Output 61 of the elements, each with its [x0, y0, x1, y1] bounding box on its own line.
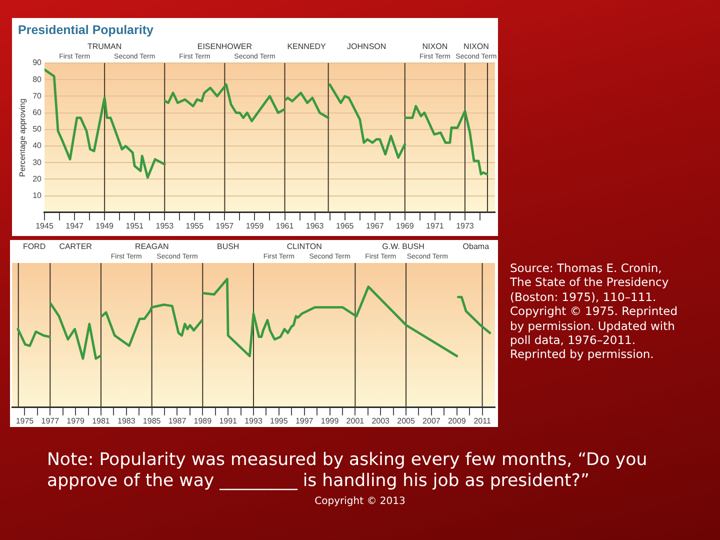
x-tick-label: 1995 — [270, 416, 288, 426]
text: Obama — [462, 242, 490, 252]
x-tick-label: 1967 — [366, 221, 384, 230]
x-tick-label: 2009 — [448, 416, 466, 426]
x-tick-label: 1957 — [216, 221, 234, 230]
chart-title: Presidential Popularity — [18, 22, 154, 37]
x-tick-label: 1987 — [168, 416, 187, 426]
text: KENNEDY — [287, 42, 327, 52]
x-tick-label: 2011 — [474, 416, 492, 426]
x-tick-label: 1973 — [456, 221, 474, 230]
y-tick-label: 40 — [32, 141, 42, 150]
x-tick-label: 1963 — [306, 221, 324, 230]
x-tick-label: 1983 — [117, 416, 136, 426]
text: EISENHOWER — [197, 42, 252, 52]
text: FORD — [22, 242, 46, 252]
y-axis-title: Percentage approving — [18, 98, 28, 177]
x-tick-label: 1989 — [194, 416, 212, 426]
text: JOHNSON — [347, 42, 386, 52]
text: NIXON — [464, 42, 490, 52]
x-tick-label: 1969 — [396, 221, 414, 230]
x-tick-label: 2001 — [346, 416, 365, 426]
x-tick-label: 1999 — [320, 416, 340, 426]
text: CARTER — [59, 242, 92, 252]
x-tick-label: 1993 — [244, 416, 263, 426]
source-note: Source: Thomas E. Cronin, The State of the Presidency (Boston: 1975), 110–111. Copyright © 1975. Reprinted by permission. Updated with poll data, 1976–2011. Reprinted by permission. — [510, 261, 679, 362]
text: NIXON — [422, 42, 448, 52]
x-tick-label: 1961 — [276, 221, 294, 230]
text: BUSH — [216, 242, 240, 252]
text: CLINTON — [286, 242, 322, 252]
x-tick-label: 1977 — [41, 416, 60, 426]
x-tick-label: 1985 — [142, 416, 162, 426]
y-tick-label: 30 — [32, 158, 42, 167]
y-tick-label: 90 — [32, 58, 42, 68]
y-tick-label: 70 — [32, 91, 42, 100]
x-tick-label: 1945 — [36, 221, 54, 230]
y-tick-label: 50 — [32, 124, 42, 134]
x-tick-label: 1959 — [246, 221, 264, 230]
text: REAGAN — [134, 242, 169, 252]
x-tick-label: 2007 — [422, 416, 441, 426]
x-tick-label: 1965 — [336, 221, 354, 230]
x-tick-label: 1997 — [295, 416, 314, 426]
x-tick-label: 2005 — [397, 416, 416, 426]
y-tick-label: 60 — [32, 108, 42, 118]
x-tick-label: 1981 — [92, 416, 110, 426]
x-tick-label: 1955 — [186, 221, 204, 230]
y-tick-label: 20 — [32, 174, 42, 184]
x-tick-label: 1971 — [426, 221, 444, 230]
x-tick-label: 1947 — [66, 221, 84, 230]
x-tick-label: 1951 — [126, 221, 144, 230]
x-tick-label: 1979 — [66, 416, 85, 426]
x-tick-label: 1953 — [156, 221, 174, 230]
text: G.W. BUSH — [382, 242, 425, 252]
x-tick-label: 1991 — [219, 416, 238, 426]
y-tick-label: 80 — [32, 74, 42, 84]
x-tick-label: 1949 — [96, 221, 114, 230]
y-tick-label: 10 — [32, 191, 42, 200]
text: Note: Popularity was measured by asking every few months, “Do you approve of the way _________ is handling his job as president?” — [47, 450, 648, 491]
x-tick-label: 1975 — [16, 416, 34, 426]
text: TRUMAN — [87, 42, 122, 52]
text: Copyright © 2013 — [314, 496, 406, 508]
x-tick-label: 2003 — [372, 416, 390, 426]
